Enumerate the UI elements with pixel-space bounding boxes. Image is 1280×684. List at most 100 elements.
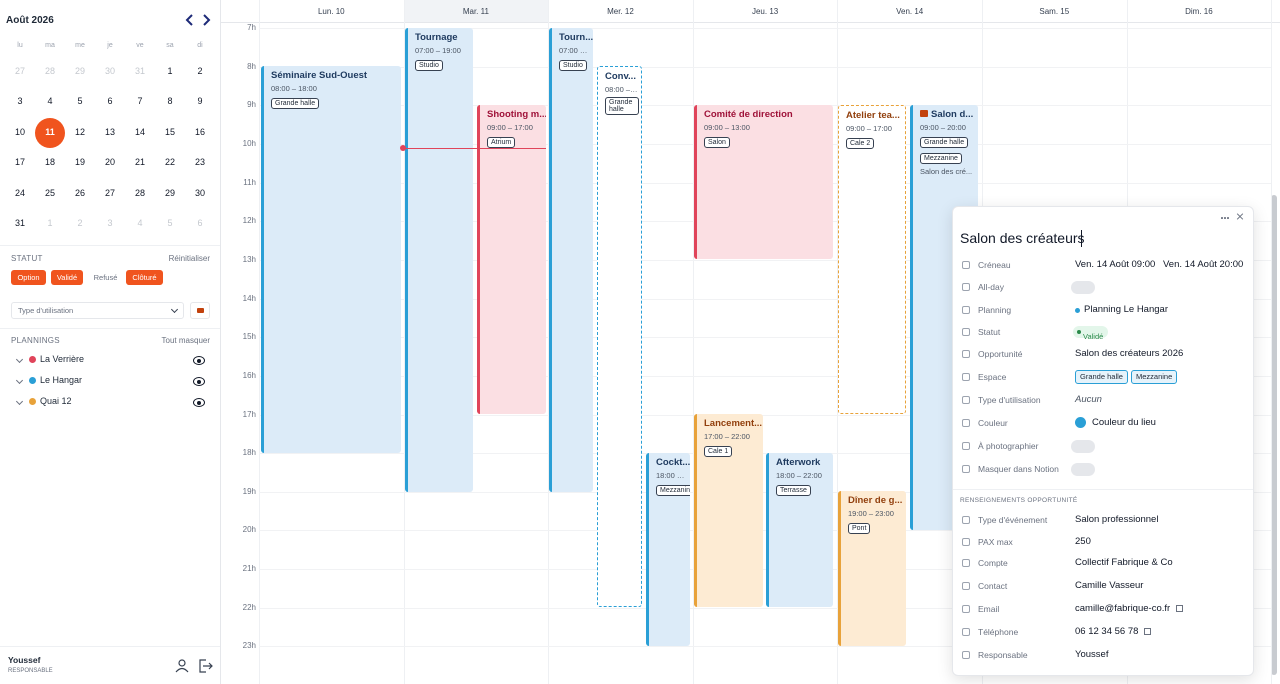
day[interactable]: 29 bbox=[164, 188, 175, 198]
day[interactable]: 4 bbox=[47, 96, 53, 106]
day[interactable]: 3 bbox=[107, 218, 113, 228]
day[interactable]: 1 bbox=[47, 218, 53, 228]
day[interactable]: 30 bbox=[194, 188, 205, 198]
event[interactable]: Shooting m... 09:00 – 17:00 Atrium bbox=[477, 105, 546, 414]
field-icon bbox=[962, 283, 970, 291]
visibility-toggle[interactable] bbox=[193, 377, 205, 386]
day[interactable]: 19 bbox=[74, 157, 85, 167]
status-chip[interactable]: Clôturé bbox=[126, 270, 163, 285]
space-tag[interactable]: Grande halle bbox=[1075, 370, 1128, 384]
status-chip[interactable]: Option bbox=[11, 270, 46, 285]
day[interactable]: 5 bbox=[167, 218, 173, 228]
day[interactable]: 8 bbox=[167, 96, 173, 106]
day[interactable]: 4 bbox=[137, 218, 143, 228]
day[interactable]: 14 bbox=[134, 127, 145, 137]
visibility-toggle[interactable] bbox=[193, 356, 205, 365]
detail-label: Type d'événement bbox=[978, 515, 1048, 525]
users-icon[interactable] bbox=[175, 659, 189, 673]
slot-value[interactable]: Ven. 14 Août 20:00 bbox=[1163, 259, 1244, 270]
day[interactable]: 1 bbox=[167, 66, 173, 76]
day[interactable]: 26 bbox=[74, 188, 85, 198]
day[interactable]: 15 bbox=[164, 127, 175, 137]
day[interactable]: 25 bbox=[44, 188, 55, 198]
day[interactable]: 6 bbox=[107, 96, 113, 106]
day[interactable]: 12 bbox=[74, 127, 85, 137]
external-link-icon[interactable] bbox=[1144, 628, 1151, 635]
day[interactable]: 10 bbox=[14, 127, 25, 137]
event[interactable]: Conv... 08:00 – 22:00 Grande halle bbox=[597, 66, 642, 607]
event[interactable]: Tourn... 07:00 – 19:00 Studio bbox=[549, 28, 593, 492]
status-chip[interactable]: Validé bbox=[51, 270, 83, 285]
detail-icon bbox=[962, 559, 970, 567]
day[interactable]: 31 bbox=[134, 66, 145, 76]
close-button[interactable] bbox=[1236, 212, 1246, 222]
hide-all-link[interactable]: Tout masquer bbox=[161, 336, 210, 345]
day[interactable]: 24 bbox=[14, 188, 25, 198]
detail-icon bbox=[962, 516, 970, 524]
planning-dot bbox=[29, 356, 36, 363]
day[interactable]: 9 bbox=[197, 96, 203, 106]
day[interactable]: 31 bbox=[14, 218, 25, 228]
day[interactable]: 27 bbox=[14, 66, 25, 76]
external-link-icon[interactable] bbox=[1176, 605, 1183, 612]
day[interactable]: 6 bbox=[197, 218, 203, 228]
event[interactable]: Lancement... 17:00 – 22:00 Cale 1 bbox=[694, 414, 763, 607]
toggle[interactable] bbox=[1071, 281, 1095, 294]
day[interactable]: 21 bbox=[134, 157, 145, 167]
day[interactable]: 29 bbox=[74, 66, 85, 76]
day[interactable]: 23 bbox=[194, 157, 205, 167]
detail-value[interactable]: camille@fabrique-co.fr bbox=[1075, 603, 1171, 614]
planning-name[interactable]: La Verrière bbox=[40, 354, 85, 364]
field-icon bbox=[962, 350, 970, 358]
slot-value[interactable]: Ven. 14 Août 09:00 bbox=[1075, 259, 1156, 270]
planning-name[interactable]: Quai 12 bbox=[40, 396, 72, 406]
event[interactable]: Cockt... 18:00 – 22:00 Mezzanine bbox=[646, 453, 690, 646]
day[interactable]: 20 bbox=[104, 157, 115, 167]
day[interactable]: 11 bbox=[45, 127, 55, 137]
day[interactable]: 2 bbox=[197, 66, 203, 76]
detail-value[interactable]: 06 12 34 56 78 bbox=[1075, 626, 1139, 637]
user-name: Youssef bbox=[8, 655, 41, 665]
color-swatch bbox=[1075, 417, 1086, 428]
camera-filter[interactable] bbox=[190, 302, 210, 319]
hour-line bbox=[259, 453, 1271, 454]
field-icon bbox=[962, 261, 970, 269]
day[interactable]: 13 bbox=[104, 127, 115, 137]
event-tags: Studio bbox=[415, 55, 473, 71]
day[interactable]: 5 bbox=[77, 96, 83, 106]
day[interactable]: 28 bbox=[134, 188, 145, 198]
event[interactable]: Dîner de g... 19:00 – 23:00 Pont bbox=[838, 491, 906, 646]
event[interactable]: Tournage 07:00 – 19:00 Studio bbox=[405, 28, 473, 492]
day[interactable]: 3 bbox=[17, 96, 23, 106]
planning-name[interactable]: Le Hangar bbox=[40, 375, 83, 385]
event[interactable]: Afterwork 18:00 – 22:00 Terrasse bbox=[766, 453, 833, 607]
field-value: Couleur du lieu bbox=[1092, 417, 1156, 428]
event[interactable]: Comité de direction 09:00 – 13:00 Salon bbox=[694, 105, 833, 259]
day[interactable]: 16 bbox=[194, 127, 205, 137]
day[interactable]: 27 bbox=[104, 188, 115, 198]
day[interactable]: 30 bbox=[104, 66, 115, 76]
hour-label: 17h bbox=[242, 409, 256, 419]
day[interactable]: 2 bbox=[77, 218, 83, 228]
event[interactable]: Séminaire Sud-Ouest 08:00 – 18:00 Grande h… bbox=[261, 66, 401, 453]
toggle[interactable] bbox=[1071, 463, 1095, 476]
day[interactable]: 7 bbox=[137, 96, 143, 106]
day[interactable]: 17 bbox=[14, 157, 25, 167]
status-chip[interactable]: Refusé bbox=[93, 273, 118, 282]
usage-select[interactable]: Type d'utilisation bbox=[11, 302, 184, 319]
logout-icon[interactable] bbox=[199, 659, 213, 673]
day[interactable]: 28 bbox=[44, 66, 55, 76]
hour-line bbox=[259, 299, 1271, 300]
visibility-toggle[interactable] bbox=[193, 398, 205, 407]
day[interactable]: 22 bbox=[164, 157, 175, 167]
next-month[interactable] bbox=[203, 14, 211, 26]
section-label: PLANNINGS bbox=[11, 336, 60, 345]
space-tag[interactable]: Mezzanine bbox=[1131, 370, 1178, 384]
event[interactable]: Atelier tea... 09:00 – 17:00 Cale 2 bbox=[838, 105, 906, 414]
prev-month[interactable] bbox=[185, 14, 193, 26]
toggle[interactable] bbox=[1071, 440, 1095, 453]
day[interactable]: 18 bbox=[44, 157, 55, 167]
detail-label: Contact bbox=[978, 581, 1008, 591]
reset-link[interactable]: Réinitialiser bbox=[168, 254, 210, 263]
